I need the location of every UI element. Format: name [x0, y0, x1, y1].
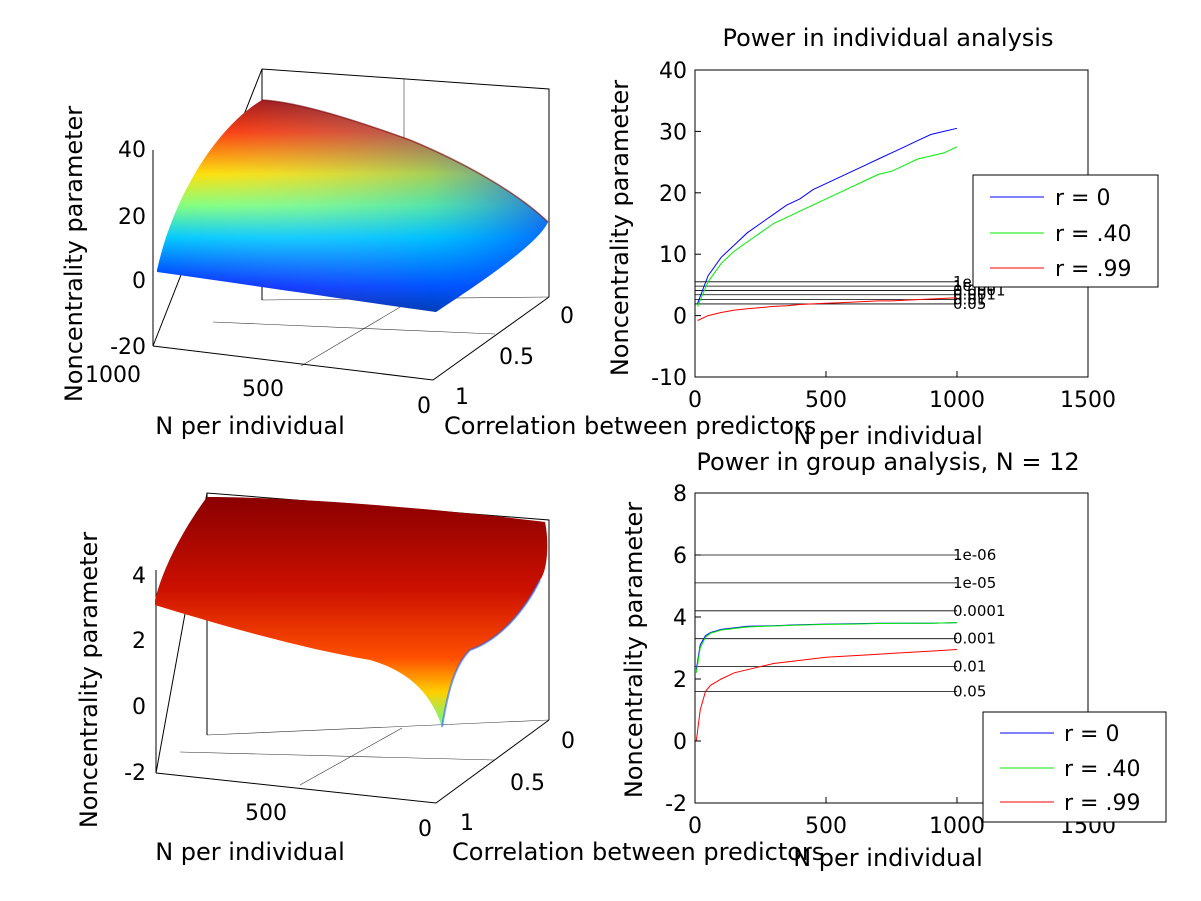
legend-label: r = 0 [1064, 722, 1119, 747]
y-tick-label: 1 [455, 385, 469, 410]
z-tick-label: -2 [124, 761, 146, 786]
series-line [695, 649, 958, 742]
y-tick-label: 4 [673, 606, 687, 631]
series-lines [695, 622, 958, 742]
y-tick-label: 8 [673, 482, 687, 507]
y-tick-label: 10 [659, 243, 687, 268]
group-3d-surface-plot: 4 2 0 -2 500 0 0 0.5 1 N per individual … [75, 492, 824, 866]
threshold-label: 0.01 [953, 658, 986, 676]
x-axis-label: N per individual [155, 412, 345, 440]
threshold-lines: 1e-06 1e-05 0.0001 0.001 0.01 0.05 [695, 546, 1006, 700]
z-axis-label: Noncentrality parameter [75, 532, 103, 828]
legend-label: r = .40 [1064, 757, 1140, 782]
y-axis-label: Noncentrality parameter [620, 502, 648, 798]
y-axis-label: Correlation between predictors [444, 412, 816, 440]
x-tick-label: 1000 [85, 363, 141, 388]
legend-label: r = .40 [1055, 222, 1131, 247]
y-tick-label: 30 [659, 120, 687, 145]
z-tick-label: 0 [132, 695, 146, 720]
z-tick-label: -20 [110, 335, 146, 360]
y-tick-label: 0 [673, 305, 687, 330]
threshold-label: 0.001 [953, 286, 996, 304]
legend: r = 0 r = .40 r = .99 [982, 711, 1167, 823]
series-lines [697, 127, 958, 321]
threshold-label: 0.0001 [953, 602, 1006, 620]
z-tick-label: 0 [132, 269, 146, 294]
y-tick-label: 0 [673, 730, 687, 755]
surface-shade [157, 100, 548, 312]
legend-label: r = 0 [1055, 186, 1110, 211]
threshold-label: 0.01 [953, 291, 986, 309]
surface-edge [261, 99, 549, 223]
threshold-label: 0.05 [953, 682, 986, 700]
legend-label: r = .99 [1055, 257, 1131, 282]
y-axis-label: Correlation between predictors [452, 838, 824, 866]
z-tick-label: 4 [132, 564, 146, 589]
x-axis-label: N per individual [793, 422, 983, 450]
series-line [697, 146, 958, 307]
y-tick-label: 6 [673, 544, 687, 569]
y-tick-label: 2 [673, 668, 687, 693]
y-tick-label: 20 [659, 182, 687, 207]
x-tick-label: 500 [805, 814, 847, 839]
grid-lines [179, 719, 550, 786]
series-line [697, 297, 958, 321]
y-tick-label: 40 [659, 59, 687, 84]
y-tick-label: 0.5 [510, 771, 545, 796]
x-tick-label: 0 [688, 814, 702, 839]
y-tick-label: 0 [560, 304, 574, 329]
z-tick-label: 20 [118, 205, 146, 230]
x-tick-label: 0 [417, 394, 431, 419]
y-tick-label: -10 [651, 366, 687, 391]
x-tick-label: 500 [805, 388, 847, 413]
legend-label: r = .99 [1064, 791, 1140, 816]
chart-title: Power in individual analysis [723, 24, 1054, 52]
y-tick-label: -2 [665, 792, 687, 817]
y-tick-label: 1 [460, 811, 474, 836]
series-line [695, 622, 958, 673]
y-tick-label: 0.5 [499, 345, 534, 370]
z-tick-label: 2 [132, 629, 146, 654]
legend: r = 0 r = .40 r = .99 [972, 174, 1159, 288]
threshold-label: 1e-06 [953, 546, 996, 564]
threshold-label: 1e-05 [953, 574, 996, 592]
z-axis-label: Noncentrality parameter [60, 106, 88, 402]
threshold-label: 0.05 [953, 295, 986, 313]
y-tick-label: 0 [561, 729, 575, 754]
x-axis-label: N per individual [155, 838, 345, 866]
x-tick-label: 500 [245, 801, 287, 826]
x-tick-label: 1000 [929, 388, 985, 413]
x-tick-label: 0 [688, 388, 702, 413]
x-axis-label: N per individual [793, 844, 983, 872]
series-line [697, 127, 958, 304]
legend-box [982, 711, 1167, 823]
chart-title: Power in group analysis, N = 12 [696, 448, 1079, 476]
threshold-label: 0.001 [953, 630, 996, 648]
individual-3d-surface-plot: 40 20 0 -20 1000 500 0 0 0.5 1 N per ind… [60, 68, 816, 440]
x-tick-label: 1000 [929, 814, 985, 839]
x-tick-label: 1500 [1060, 388, 1116, 413]
surface-fill [155, 497, 548, 727]
z-tick-label: 40 [118, 138, 146, 163]
x-tick-label: 0 [418, 817, 432, 842]
surface-edge [441, 579, 541, 728]
x-tick-label: 500 [242, 377, 284, 402]
y-axis-label: Noncentrality parameter [606, 80, 634, 376]
